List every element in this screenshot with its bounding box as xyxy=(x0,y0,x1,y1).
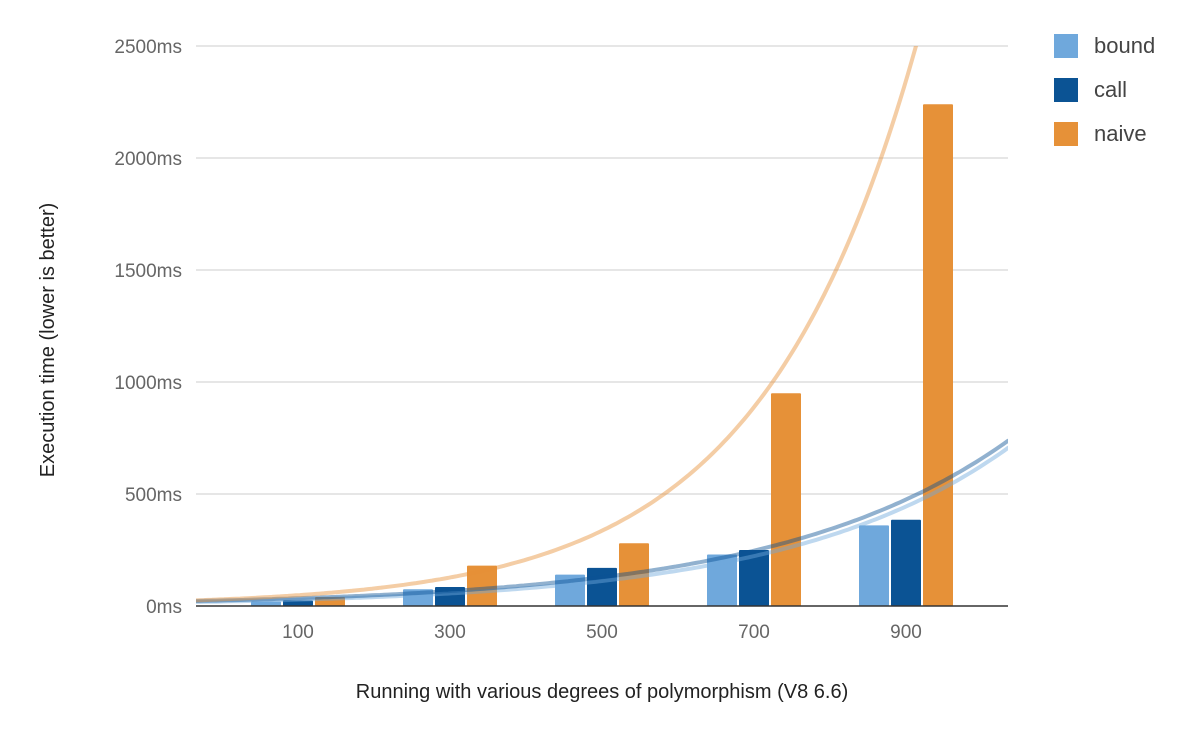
x-tick-label: 100 xyxy=(282,622,314,643)
legend-swatch-naive xyxy=(1054,122,1078,146)
x-tick-label: 700 xyxy=(738,622,770,643)
bar-bound-900 xyxy=(859,525,889,606)
y-tick-label: 1000ms xyxy=(114,373,182,394)
y-axis-ticks: 0ms 500ms 1000ms 1500ms 2000ms 2500ms xyxy=(114,37,182,618)
y-tick-label: 2000ms xyxy=(114,149,182,170)
x-tick-label: 900 xyxy=(890,622,922,643)
trendline-bound xyxy=(196,445,1008,604)
y-tick-label: 2500ms xyxy=(114,37,182,58)
bar-bound-300 xyxy=(403,589,433,606)
x-tick-label: 300 xyxy=(434,622,466,643)
bar-call-500 xyxy=(587,567,617,606)
bar-call-300 xyxy=(435,586,465,606)
bar-bound-500 xyxy=(555,574,585,606)
bar-bound-700 xyxy=(707,554,737,606)
gridlines xyxy=(196,45,1008,495)
y-tick-label: 0ms xyxy=(146,597,182,618)
bar-naive-500 xyxy=(619,543,649,606)
bar-naive-300 xyxy=(467,565,497,606)
legend-label-call: call xyxy=(1094,77,1127,102)
y-axis-title: Execution time (lower is better) xyxy=(37,203,59,478)
bar-naive-100 xyxy=(315,597,345,606)
bar-call-700 xyxy=(739,550,769,606)
y-tick-label: 1500ms xyxy=(114,261,182,282)
x-axis-ticks: 100 300 500 700 900 xyxy=(282,622,922,643)
bar-naive-900 xyxy=(923,104,953,607)
legend-label-bound: bound xyxy=(1094,33,1155,58)
bar-bound-100 xyxy=(251,601,281,606)
bar-naive-700 xyxy=(771,393,801,606)
bars xyxy=(251,104,953,607)
legend-swatch-call xyxy=(1054,78,1078,102)
trendline-call xyxy=(196,438,1008,603)
trendlines xyxy=(196,46,1008,604)
legend-swatch-bound xyxy=(1054,34,1078,58)
trendline-naive xyxy=(196,46,919,603)
x-tick-label: 500 xyxy=(586,622,618,643)
y-tick-label: 500ms xyxy=(125,485,182,506)
legend-label-naive: naive xyxy=(1094,121,1147,146)
bar-call-900 xyxy=(891,519,921,606)
bar-call-100 xyxy=(283,600,313,606)
legend: bound call naive xyxy=(1054,33,1155,146)
x-axis-title: Running with various degrees of polymorp… xyxy=(356,681,848,703)
